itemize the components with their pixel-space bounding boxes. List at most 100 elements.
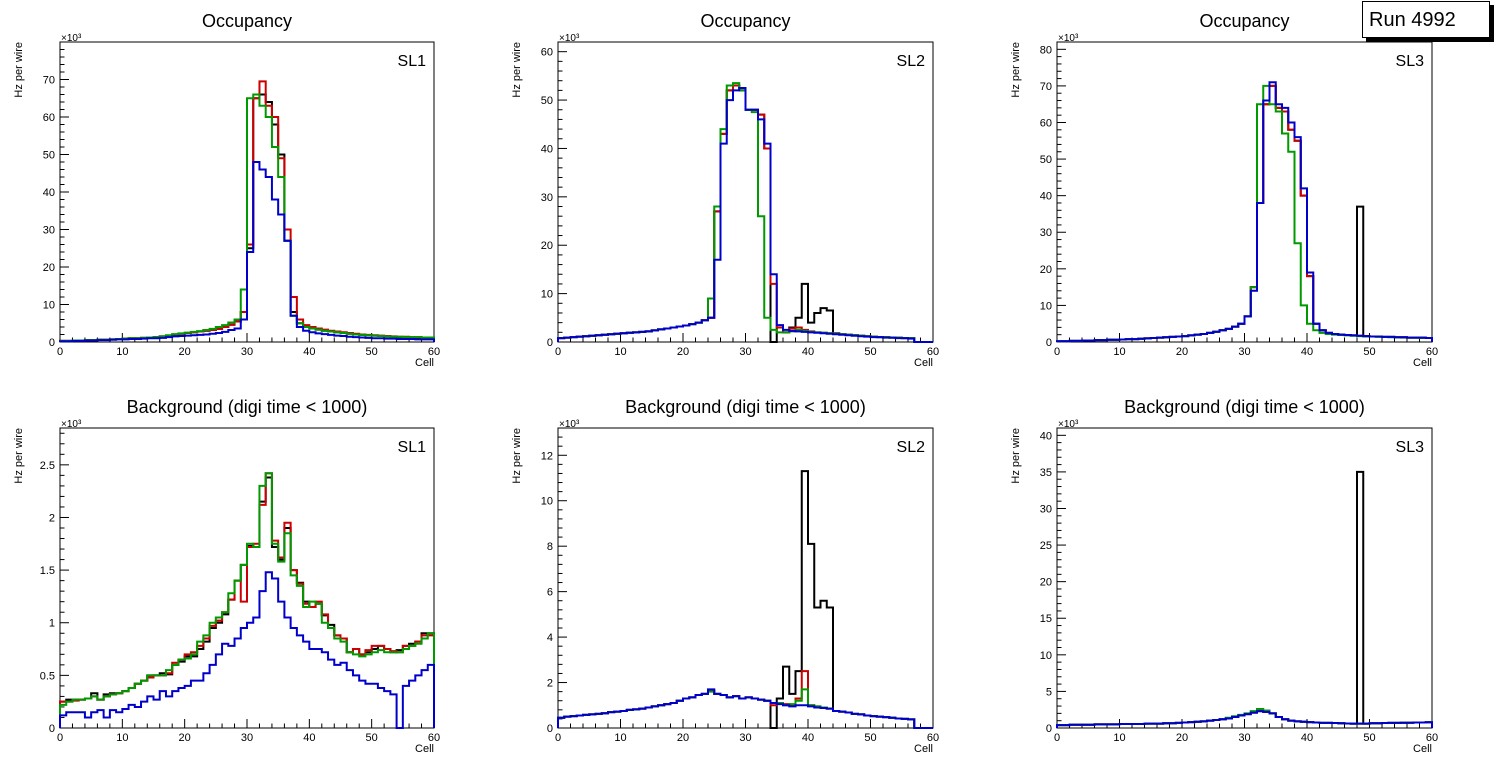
y-tick-label: 0	[547, 337, 553, 349]
chart-panel-1: Occupancy 0 10 20 30 40 50 60 0 10 20 30 40 50 60 70 ×10…	[13, 11, 440, 369]
x-tick-label: 50	[864, 732, 876, 744]
chart-panel-4: Background (digi time < 1000)0 10 20 30 40 50…	[13, 397, 440, 755]
y-tick-label: 10	[43, 300, 55, 312]
x-tick-label: 20	[1176, 732, 1188, 744]
superlayer-label: SL3	[1396, 439, 1425, 456]
superlayer-label: SL1	[398, 53, 427, 70]
y-exponent-label: ×10³	[61, 419, 82, 430]
series-black	[557, 84, 933, 343]
plot-frame	[1056, 41, 1433, 343]
y-tick-label: 0	[1046, 337, 1052, 349]
x-tick-label: 10	[614, 732, 626, 744]
y-exponent-label: ×10³	[61, 33, 82, 44]
x-tick-label: 20	[677, 346, 689, 358]
y-tick-label: 30	[1040, 227, 1052, 239]
x-tick-label: 60	[1426, 346, 1438, 358]
y-exponent-label: ×10³	[1058, 419, 1079, 430]
superlayer-label: SL3	[1396, 53, 1425, 70]
x-axis-title: Cell	[1413, 357, 1432, 369]
series-blue	[59, 571, 435, 729]
y-axis-title: Hz per wire	[511, 42, 523, 98]
x-tick-label: 20	[179, 732, 191, 744]
y-tick-label: 50	[1040, 154, 1052, 166]
chart-title: Background (digi time < 1000)	[127, 397, 368, 417]
x-tick-label: 40	[303, 346, 315, 358]
x-tick-label: 60	[927, 732, 939, 744]
y-tick-label: 70	[1040, 81, 1052, 93]
x-tick-label: 20	[179, 346, 191, 358]
y-axis-title: Hz per wire	[13, 428, 25, 484]
chart-panel-6: Background (digi time < 1000)0 10 20 30 40 50…	[1010, 397, 1438, 755]
y-tick-label: 10	[1040, 300, 1052, 312]
x-tick-label: 50	[366, 346, 378, 358]
series-blue	[1056, 81, 1433, 343]
y-tick-label: 50	[43, 150, 55, 162]
y-exponent-label: ×10³	[1058, 33, 1079, 44]
x-tick-label: 60	[428, 732, 440, 744]
x-tick-label: 50	[366, 732, 378, 744]
y-tick-label: 0	[49, 337, 55, 349]
x-tick-label: 0	[555, 346, 561, 358]
y-tick-label: 20	[43, 262, 55, 274]
x-tick-label: 0	[57, 346, 63, 358]
x-tick-label: 30	[1238, 346, 1250, 358]
x-axis-title: Cell	[415, 743, 434, 755]
x-tick-label: 0	[1054, 346, 1060, 358]
x-tick-label: 0	[555, 732, 561, 744]
x-tick-label: 60	[1426, 732, 1438, 744]
y-axis-title: Hz per wire	[1010, 428, 1022, 484]
x-tick-label: 0	[57, 732, 63, 744]
y-tick-label: 35	[1040, 467, 1052, 479]
chart-panel-3: Occupancy 0 10 20 30 40 50 60 0 10 20 30 40 50 60 70 80 ×…	[1010, 11, 1438, 369]
superlayer-label: SL2	[897, 53, 926, 70]
plot-frame	[1056, 427, 1433, 729]
chart-title: Occupancy	[1199, 11, 1289, 31]
y-tick-label: 2	[547, 678, 553, 690]
series-green	[59, 472, 435, 728]
y-tick-label: 1	[49, 618, 55, 630]
x-tick-label: 30	[739, 732, 751, 744]
y-tick-label: 12	[541, 450, 553, 462]
y-exponent-label: ×10³	[559, 419, 580, 430]
x-tick-label: 50	[1363, 732, 1375, 744]
series-red	[59, 472, 435, 728]
y-tick-label: 6	[547, 587, 553, 599]
x-tick-label: 10	[1113, 732, 1125, 744]
superlayer-label: SL1	[398, 439, 427, 456]
series-black	[1056, 470, 1433, 728]
y-tick-label: 0.5	[40, 670, 55, 682]
x-tick-label: 40	[802, 732, 814, 744]
y-tick-label: 60	[541, 47, 553, 59]
y-tick-label: 1.5	[40, 565, 55, 577]
run-label: Run 4992	[1362, 1, 1490, 38]
y-axis-title: Hz per wire	[1010, 42, 1022, 98]
x-tick-label: 30	[241, 732, 253, 744]
series-red	[557, 84, 933, 343]
y-tick-label: 8	[547, 541, 553, 553]
x-axis-title: Cell	[914, 357, 933, 369]
chart-title: Background (digi time < 1000)	[1124, 397, 1365, 417]
y-tick-label: 10	[541, 496, 553, 508]
y-tick-label: 60	[43, 112, 55, 124]
y-tick-label: 50	[541, 95, 553, 107]
series-black	[59, 476, 435, 728]
x-tick-label: 60	[428, 346, 440, 358]
series-blue	[557, 86, 933, 343]
y-tick-label: 2	[49, 512, 55, 524]
x-tick-label: 20	[1176, 346, 1188, 358]
chart-title: Background (digi time < 1000)	[625, 397, 866, 417]
chart-panel-2: Occupancy 0 10 20 30 40 50 60 0 10 20 30 40 50 60 ×10³ C…	[511, 11, 939, 369]
series-blue	[59, 161, 435, 343]
y-tick-label: 10	[1040, 650, 1052, 662]
y-tick-label: 40	[541, 143, 553, 155]
x-tick-label: 30	[739, 346, 751, 358]
x-axis-title: Cell	[1413, 743, 1432, 755]
y-tick-label: 2.5	[40, 460, 55, 472]
y-tick-label: 20	[1040, 264, 1052, 276]
series-black	[557, 470, 933, 729]
y-exponent-label: ×10³	[559, 33, 580, 44]
x-tick-label: 30	[1238, 732, 1250, 744]
series-red	[1056, 84, 1433, 343]
series-green	[557, 82, 933, 343]
